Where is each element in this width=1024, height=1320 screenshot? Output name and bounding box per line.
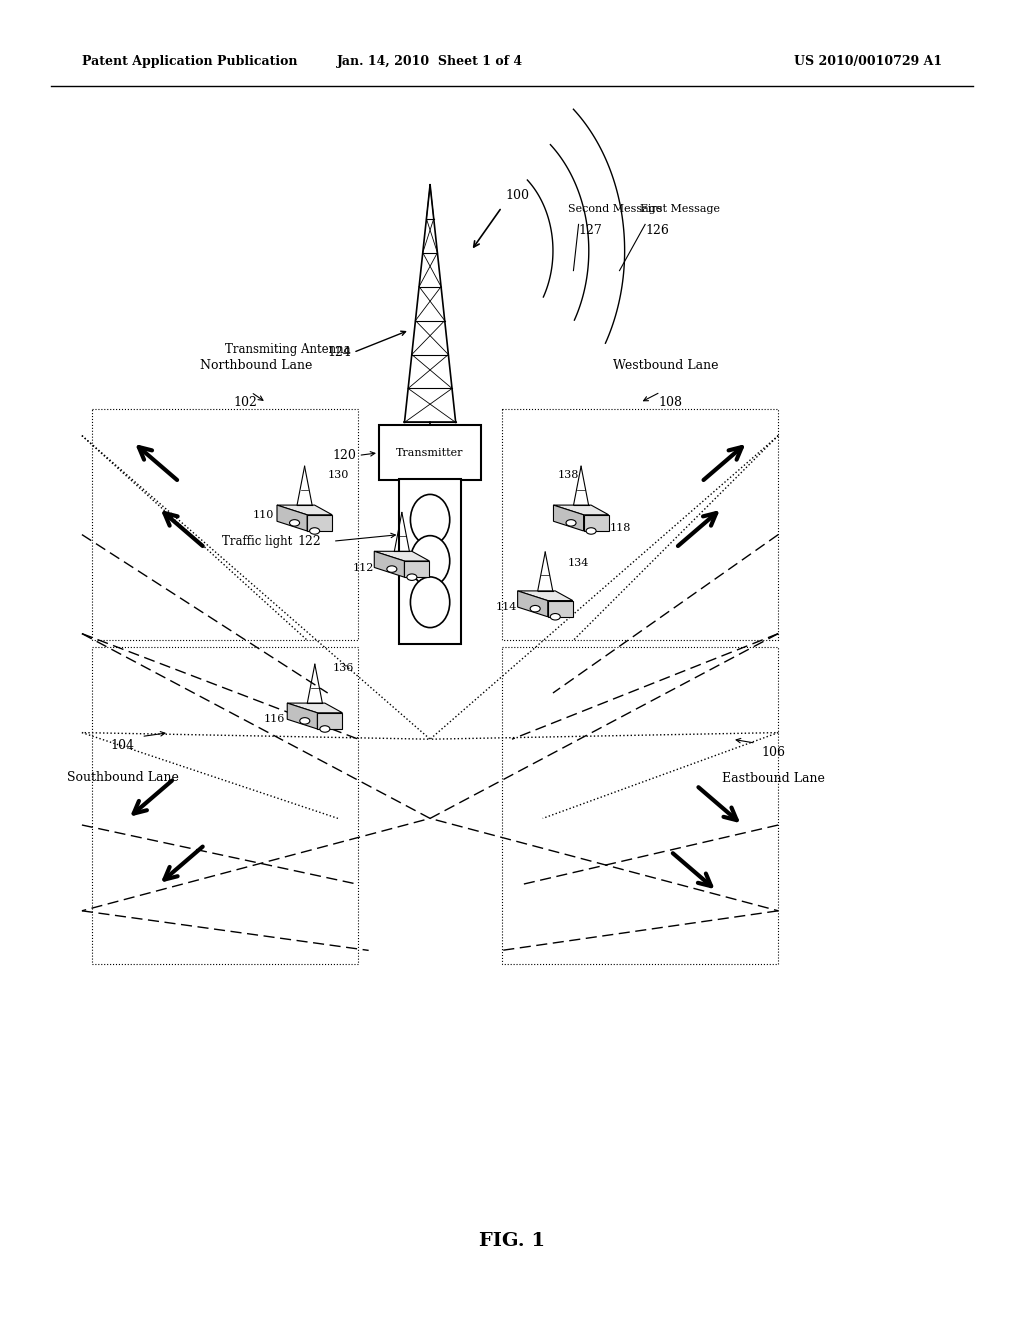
Text: Transmiting Antenna: Transmiting Antenna	[225, 343, 351, 356]
Text: 134: 134	[568, 557, 589, 568]
Polygon shape	[375, 552, 429, 561]
Text: Second Message: Second Message	[568, 203, 663, 214]
Text: 112: 112	[352, 562, 374, 573]
Text: Patent Application Publication: Patent Application Publication	[82, 55, 297, 69]
Text: 136: 136	[333, 663, 353, 673]
Ellipse shape	[387, 566, 397, 573]
Ellipse shape	[319, 726, 330, 733]
Text: FIG. 1: FIG. 1	[479, 1232, 545, 1250]
Ellipse shape	[300, 718, 310, 725]
Text: 126: 126	[645, 224, 669, 238]
Polygon shape	[317, 713, 342, 729]
Text: Jan. 14, 2010  Sheet 1 of 4: Jan. 14, 2010 Sheet 1 of 4	[337, 55, 523, 69]
Text: US 2010/0010729 A1: US 2010/0010729 A1	[794, 55, 942, 69]
Ellipse shape	[586, 528, 596, 535]
Polygon shape	[518, 591, 572, 601]
Text: 116: 116	[263, 714, 285, 725]
Text: 100: 100	[505, 189, 529, 202]
Text: 114: 114	[496, 602, 517, 612]
Polygon shape	[404, 561, 429, 577]
Text: 124: 124	[328, 346, 351, 359]
Text: Southbound Lane: Southbound Lane	[67, 771, 179, 784]
Ellipse shape	[550, 614, 560, 620]
Text: 120: 120	[333, 449, 356, 462]
Polygon shape	[276, 506, 332, 515]
Text: 108: 108	[658, 396, 683, 409]
Text: Northbound Lane: Northbound Lane	[200, 359, 312, 372]
Circle shape	[411, 577, 450, 627]
Text: 102: 102	[233, 396, 258, 409]
Text: Westbound Lane: Westbound Lane	[612, 359, 719, 372]
Polygon shape	[553, 506, 608, 515]
Ellipse shape	[290, 520, 300, 527]
Text: 110: 110	[253, 510, 274, 520]
Text: 130: 130	[328, 470, 348, 480]
FancyBboxPatch shape	[379, 425, 481, 480]
Text: Traffic light: Traffic light	[221, 535, 292, 548]
Polygon shape	[518, 591, 548, 616]
Polygon shape	[553, 506, 584, 531]
Polygon shape	[548, 601, 572, 616]
Text: 122: 122	[297, 535, 321, 548]
Text: 104: 104	[111, 739, 135, 752]
Text: Transmitter: Transmitter	[396, 447, 464, 458]
Text: Eastbound Lane: Eastbound Lane	[722, 772, 824, 785]
Polygon shape	[584, 515, 608, 531]
Ellipse shape	[309, 528, 319, 535]
Polygon shape	[307, 515, 332, 531]
Text: 127: 127	[579, 224, 602, 238]
Circle shape	[411, 536, 450, 586]
FancyBboxPatch shape	[399, 479, 461, 644]
Text: 106: 106	[761, 746, 785, 759]
Polygon shape	[276, 506, 307, 531]
Text: First Message: First Message	[640, 203, 720, 214]
Polygon shape	[375, 552, 404, 577]
Ellipse shape	[407, 574, 417, 581]
Polygon shape	[287, 704, 317, 729]
Ellipse shape	[566, 520, 577, 527]
Polygon shape	[287, 704, 342, 713]
Text: 118: 118	[609, 523, 631, 533]
Text: 132: 132	[420, 517, 440, 528]
Ellipse shape	[530, 606, 541, 612]
Text: 138: 138	[558, 470, 579, 480]
Circle shape	[411, 495, 450, 545]
